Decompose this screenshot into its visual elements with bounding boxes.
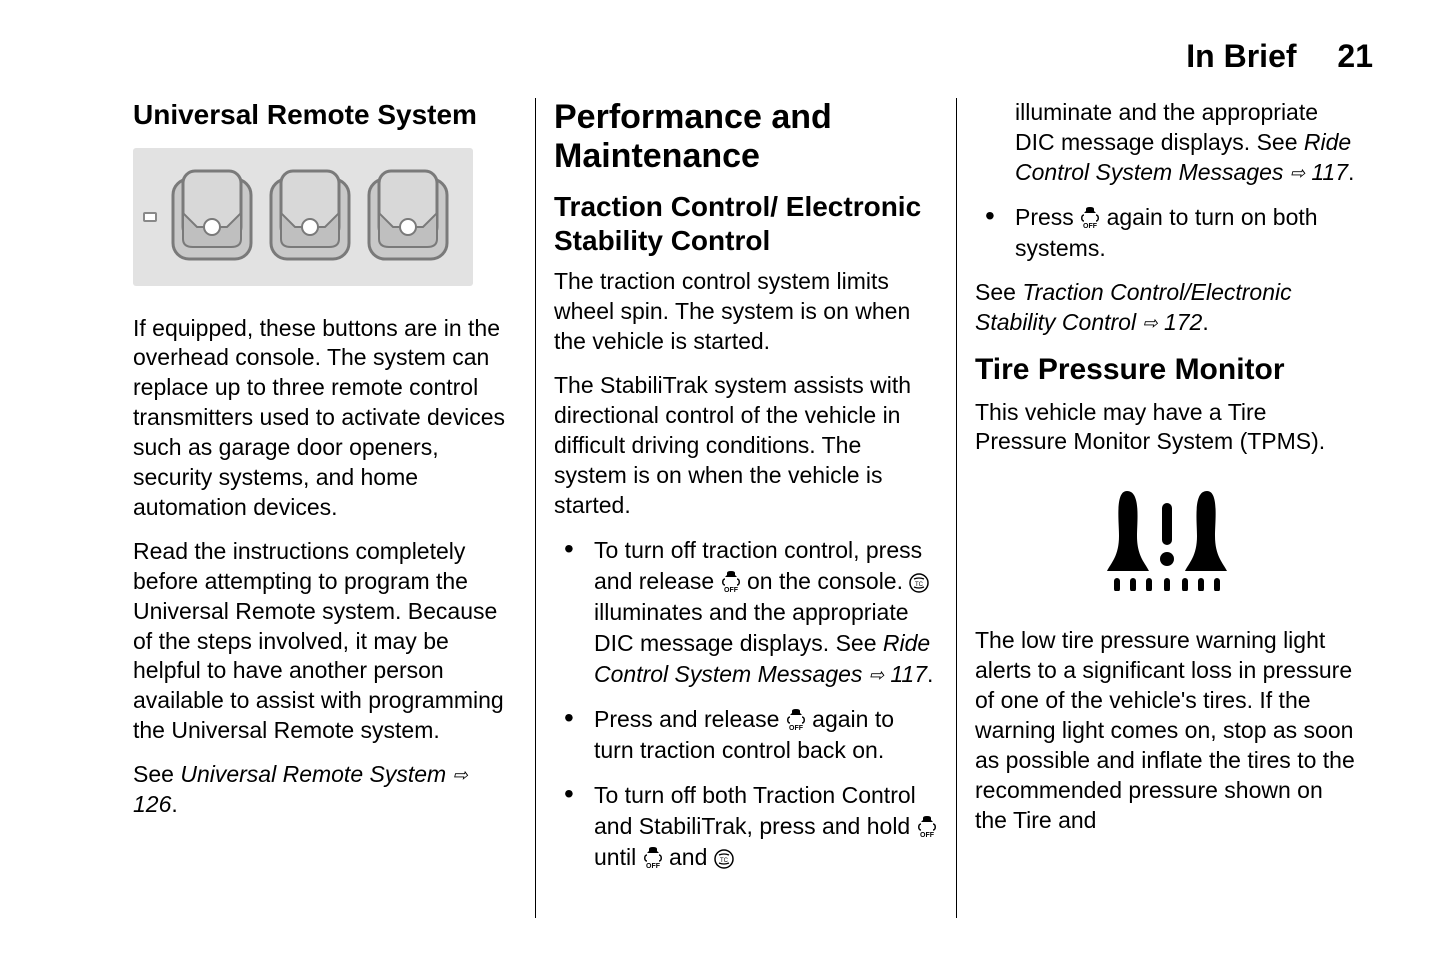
tc-off-button-icon: OFF [643, 847, 663, 869]
column-2: Performance and Maintenance Traction Con… [535, 98, 956, 918]
col1-paragraph-1: If equipped, these buttons are in the ov… [133, 314, 517, 523]
tc-off-button-icon: OFF [917, 816, 937, 838]
tpms-warning-icon [975, 481, 1359, 596]
col3-bullet-1: Press OFF again to turn on both systems. [975, 202, 1359, 264]
manual-page: In Brief 21 Universal Remote System [0, 0, 1445, 965]
svg-text:OFF: OFF [789, 725, 804, 731]
page-ref-arrow-icon: ⇨ [1142, 312, 1157, 335]
svg-text:OFF: OFF [920, 832, 935, 838]
page-number: 21 [1337, 38, 1373, 74]
remote-button-2-icon [265, 167, 355, 267]
tc-indicator-icon: TC [714, 849, 734, 869]
section-label: In Brief [1186, 38, 1296, 74]
columns: Universal Remote System [115, 98, 1377, 918]
col2-heading-1: Performance and Maintenance [554, 98, 938, 176]
page-ref-arrow-icon: ⇨ [453, 764, 468, 787]
col2-heading-2: Traction Control/ Electronic Stability C… [554, 190, 938, 257]
svg-text:OFF: OFF [1083, 223, 1098, 229]
remote-button-3-icon [363, 167, 453, 267]
universal-remote-illustration [133, 148, 473, 286]
column-3: illuminate and the appropriate DIC messa… [956, 98, 1377, 918]
page-header: In Brief 21 [1186, 38, 1373, 75]
xref-traction-control: Traction Control/Electronic Stability Co… [975, 279, 1292, 335]
col1-heading: Universal Remote System [133, 98, 517, 132]
col1-paragraph-2: Read the instructions completely before … [133, 537, 517, 746]
tc-off-button-icon: OFF [786, 709, 806, 731]
col3-heading: Tire Pressure Monitor [975, 352, 1359, 388]
page-ref-arrow-icon: ⇨ [1290, 162, 1305, 185]
svg-text:TC: TC [720, 858, 729, 864]
col2-bullet-3: To turn off both Traction Control and St… [554, 780, 938, 873]
col2-bullet-list: To turn off traction control, press and … [554, 535, 938, 873]
svg-text:OFF: OFF [724, 587, 739, 593]
col1-see-ref: See Universal Remote System ⇨ 126. [133, 760, 517, 820]
tc-off-button-icon: OFF [1080, 207, 1100, 229]
xref-universal-remote: Universal Remote System ⇨ 126 [133, 761, 468, 817]
remote-button-1-icon [167, 167, 257, 267]
tc-indicator-icon: TC [909, 573, 929, 593]
col3-paragraph-1: This vehicle may have a Tire Pressure Mo… [975, 398, 1359, 458]
remote-led-icon [143, 212, 157, 222]
tc-off-button-icon: OFF [721, 571, 741, 593]
col2-paragraph-2: The StabiliTrak system assists with dire… [554, 371, 938, 520]
col3-paragraph-2: The low tire pressure warning light aler… [975, 626, 1359, 835]
col2-bullet-1: To turn off traction control, press and … [554, 535, 938, 690]
svg-text:TC: TC [915, 582, 924, 588]
col3-bullet-list: Press OFF again to turn on both systems. [975, 202, 1359, 264]
col2-bullet-2: Press and release OFF again to turn trac… [554, 704, 938, 766]
column-1: Universal Remote System [115, 98, 535, 918]
svg-text:OFF: OFF [646, 863, 661, 869]
page-ref-arrow-icon: ⇨ [869, 663, 884, 687]
col2-paragraph-1: The traction control system limits wheel… [554, 267, 938, 357]
col3-continuation: illuminate and the appropriate DIC messa… [975, 98, 1359, 188]
col3-see-ref: See Traction Control/Electronic Stabilit… [975, 278, 1359, 338]
